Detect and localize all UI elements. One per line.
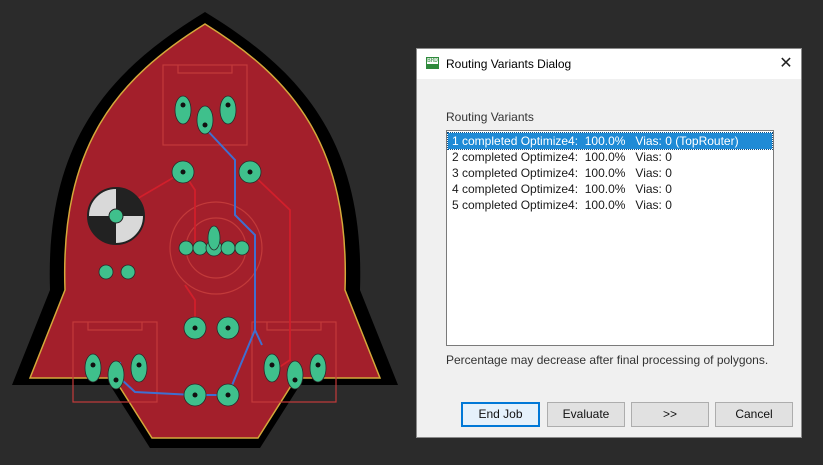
fiducial-mark [87,187,145,245]
routing-variant-item[interactable]: 4 completed Optimize4: 100.0% Vias: 0 [452,182,672,196]
routing-variant-item[interactable]: 3 completed Optimize4: 100.0% Vias: 0 [452,166,672,180]
routing-variant-item[interactable]: 5 completed Optimize4: 100.0% Vias: 0 [452,198,672,212]
app-icon-text: BRD [427,57,438,64]
routing-variants-dialog: BRD Routing Variants Dialog ✕ Routing Va… [416,48,802,438]
cancel-button[interactable]: Cancel [715,402,793,427]
routing-variants-list[interactable]: 1 completed Optimize4: 100.0% Vias: 0 (T… [446,130,774,346]
drill-holes [90,102,321,398]
dialog-titlebar[interactable]: BRD Routing Variants Dialog ✕ [417,49,801,79]
evaluate-button[interactable]: Evaluate [547,402,625,427]
close-icon[interactable]: ✕ [779,55,793,72]
routing-variant-item[interactable]: 2 completed Optimize4: 100.0% Vias: 0 [452,150,672,164]
dialog-title: Routing Variants Dialog [446,57,572,71]
routing-variants-label: Routing Variants [446,110,534,124]
next-button[interactable]: >> [631,402,709,427]
polygon-hint-text: Percentage may decrease after final proc… [446,353,769,367]
board-copper-pour [28,23,382,439]
board-app-icon: BRD [426,57,439,69]
end-job-button[interactable]: End Job [461,402,540,427]
pcb-board-view[interactable] [0,0,410,465]
routing-variant-item[interactable]: 1 completed Optimize4: 100.0% Vias: 0 (T… [447,132,773,150]
